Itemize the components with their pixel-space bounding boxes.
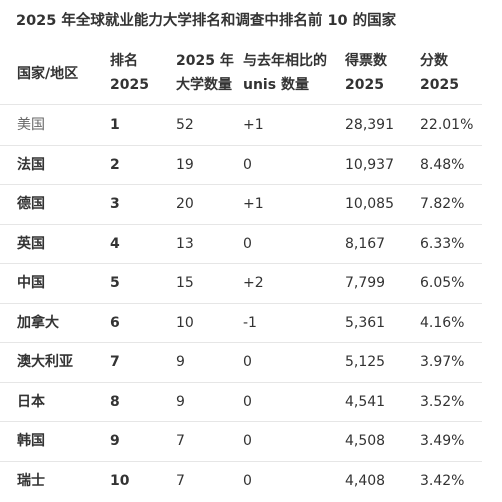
country-cell: 法国 (17, 156, 45, 173)
value-cell: 10,937 (345, 156, 394, 173)
value-cell: 6.33% (420, 235, 465, 252)
header-cell: 分数 (420, 53, 448, 69)
row-divider (0, 421, 482, 422)
country-cell: 中国 (17, 275, 45, 291)
value-cell: 7,799 (345, 275, 386, 291)
value-cell: 0 (243, 156, 252, 173)
value-cell: 6.05% (420, 275, 465, 291)
value-cell: 4,541 (345, 393, 386, 410)
value-cell: 7 (110, 354, 120, 370)
header-cell: 排名 (110, 53, 138, 69)
value-cell: +1 (243, 117, 264, 133)
value-cell: 4.16% (420, 314, 465, 331)
value-cell: 7.82% (420, 196, 465, 212)
row-divider (0, 342, 482, 343)
value-cell: 5 (110, 275, 120, 291)
value-cell: 0 (243, 472, 252, 489)
country-cell: 澳大利亚 (17, 354, 73, 370)
row-divider (0, 381, 482, 383)
value-cell: 0 (243, 393, 252, 410)
row-divider (0, 263, 482, 264)
value-cell: 9 (110, 433, 120, 449)
value-cell: 15 (176, 275, 194, 291)
value-cell: 3.52% (420, 393, 465, 410)
value-cell: 19 (176, 156, 194, 173)
header-cell: 2025 (420, 77, 459, 93)
header-cell: 国家/地区 (17, 66, 79, 82)
value-cell: 3.49% (420, 433, 465, 449)
header-cell: unis 数量 (243, 77, 309, 93)
value-cell: +1 (243, 196, 264, 212)
value-cell: 5,125 (345, 354, 386, 370)
row-divider (0, 184, 482, 185)
country-cell: 日本 (17, 393, 45, 410)
value-cell: 2 (110, 156, 120, 173)
value-cell: 0 (243, 354, 252, 370)
value-cell: 8,167 (345, 235, 386, 252)
value-cell: 20 (176, 196, 194, 212)
value-cell: 28,391 (345, 117, 394, 133)
country-cell: 韩国 (17, 433, 45, 449)
value-cell: 3.42% (420, 472, 465, 489)
value-cell: 13 (176, 235, 194, 252)
row-divider (0, 223, 482, 225)
value-cell: 4,408 (345, 472, 386, 489)
value-cell: 3.97% (420, 354, 465, 370)
header-cell: 2025 (345, 77, 384, 93)
value-cell: 4 (110, 235, 120, 252)
row-divider (0, 104, 482, 105)
title: 2025 年全球就业能力大学排名和调查中排名前 10 的国家 (16, 13, 397, 29)
header-cell: 2025 年 (176, 53, 234, 69)
value-cell: 7 (176, 433, 185, 449)
value-cell: 7 (176, 472, 185, 489)
value-cell: 1 (110, 117, 120, 133)
value-cell: 6 (110, 314, 120, 331)
value-cell: 5,361 (345, 314, 386, 331)
row-divider (0, 144, 482, 146)
value-cell: 10 (110, 472, 130, 489)
value-cell: 10 (176, 314, 194, 331)
value-cell: -1 (243, 314, 257, 331)
value-cell: 8.48% (420, 156, 465, 173)
value-cell: 3 (110, 196, 120, 212)
header-cell: 与去年相比的 (243, 53, 327, 69)
value-cell: 52 (176, 117, 194, 133)
country-cell: 英国 (17, 235, 45, 252)
row-divider (0, 302, 482, 304)
header-cell: 大学数量 (176, 77, 232, 93)
value-cell: 10,085 (345, 196, 394, 212)
row-divider (0, 460, 482, 462)
value-cell: +2 (243, 275, 264, 291)
value-cell: 22.01% (420, 117, 474, 133)
value-cell: 9 (176, 393, 185, 410)
value-cell: 9 (176, 354, 185, 370)
country-cell: 美国 (17, 117, 45, 133)
value-cell: 0 (243, 235, 252, 252)
value-cell: 8 (110, 393, 120, 410)
header-cell: 得票数 (345, 53, 387, 69)
country-cell: 加拿大 (17, 314, 59, 331)
value-cell: 4,508 (345, 433, 386, 449)
country-cell: 德国 (17, 196, 45, 212)
value-cell: 0 (243, 433, 252, 449)
header-cell: 2025 (110, 77, 149, 93)
country-cell: 瑞士 (17, 472, 45, 489)
